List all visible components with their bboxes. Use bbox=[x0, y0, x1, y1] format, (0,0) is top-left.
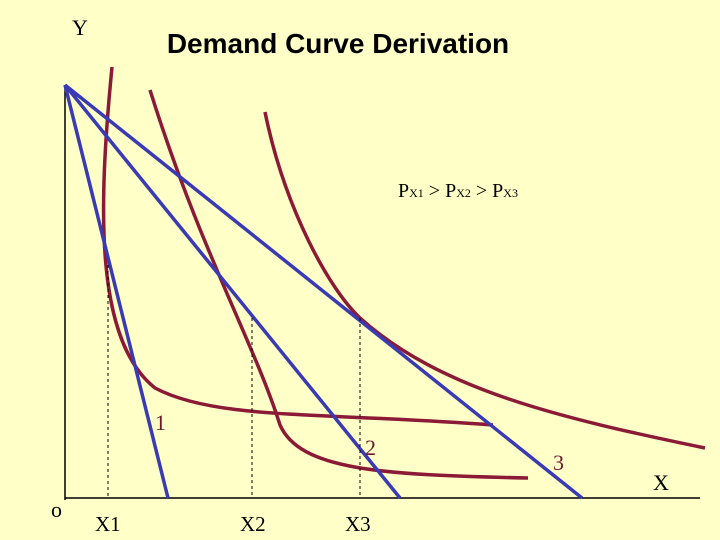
price-x1: P bbox=[398, 180, 409, 202]
equilibrium-label-2: 2 bbox=[365, 435, 376, 460]
quantity-label-x3: X3 bbox=[345, 512, 371, 536]
x-axis-label: X bbox=[653, 470, 669, 495]
greater-than-2: > bbox=[471, 180, 492, 202]
indifference-curve-2 bbox=[148, 89, 529, 480]
price-relation: PX1 > PX2 > PX3 bbox=[398, 180, 518, 202]
budget-line-1 bbox=[63, 84, 170, 499]
price-x2-subscript: X2 bbox=[456, 186, 471, 200]
price-x2: P bbox=[445, 180, 456, 202]
indifference-curve-3 bbox=[263, 111, 706, 450]
quantity-label-x2: X2 bbox=[240, 512, 266, 536]
y-axis-label: Y bbox=[72, 15, 88, 40]
diagram-title: Demand Curve Derivation bbox=[167, 28, 509, 59]
price-x3-subscript: X3 bbox=[503, 186, 518, 200]
budget-line-2 bbox=[63, 83, 402, 500]
greater-than-1: > bbox=[424, 180, 445, 202]
budget-line-3 bbox=[63, 83, 584, 500]
indifference-curve-1 bbox=[101, 66, 494, 427]
equilibrium-label-3: 3 bbox=[553, 450, 564, 475]
quantity-label-x1: X1 bbox=[95, 512, 121, 536]
price-x3: P bbox=[492, 180, 503, 202]
price-x1-subscript: X1 bbox=[409, 186, 424, 200]
equilibrium-label-1: 1 bbox=[155, 410, 166, 435]
origin-label: o bbox=[51, 497, 62, 522]
